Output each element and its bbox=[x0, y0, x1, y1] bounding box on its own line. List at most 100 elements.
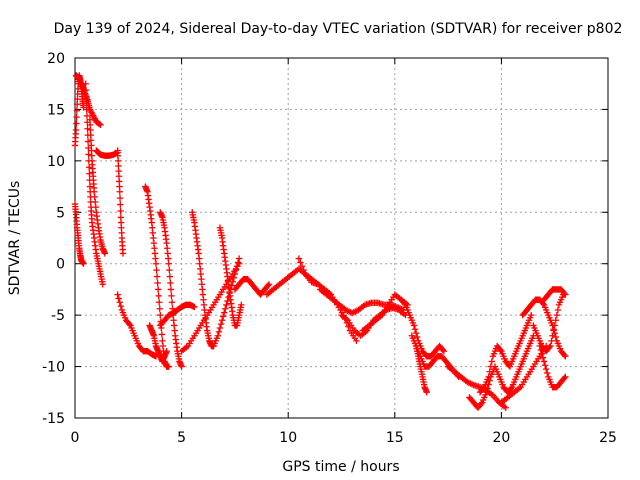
x-tick-label: 0 bbox=[71, 430, 80, 446]
series-s26 bbox=[444, 363, 509, 411]
series-s23 bbox=[397, 296, 448, 360]
x-tick-label: 10 bbox=[279, 430, 297, 446]
data-point bbox=[223, 301, 230, 309]
series-s19 bbox=[295, 255, 360, 345]
data-point bbox=[101, 250, 109, 257]
y-axis-label: SDTVAR / TECUs bbox=[7, 181, 23, 296]
axis-ticks: 0 5 10 15 20 25 -15 -10 -5 0 5 10 15 20 bbox=[42, 51, 617, 446]
data-point bbox=[265, 281, 273, 288]
y-tick-label: 20 bbox=[47, 51, 65, 67]
data-point bbox=[502, 404, 509, 411]
data-point bbox=[423, 389, 430, 396]
data-point bbox=[412, 329, 420, 337]
series-s2 bbox=[72, 72, 104, 129]
data-point bbox=[562, 291, 569, 298]
series-s9 bbox=[142, 183, 173, 370]
data-point bbox=[158, 331, 166, 338]
y-tick-label: -15 bbox=[42, 411, 65, 427]
data-point bbox=[480, 385, 487, 392]
y-tick-label: 15 bbox=[47, 102, 65, 118]
data-point bbox=[554, 306, 562, 314]
data-point bbox=[126, 320, 133, 328]
data-point bbox=[166, 273, 174, 280]
data-point bbox=[230, 274, 238, 282]
data-point bbox=[73, 120, 80, 127]
data-point bbox=[168, 299, 176, 306]
series-s25 bbox=[412, 342, 430, 396]
data-point bbox=[552, 333, 559, 341]
data-point bbox=[166, 266, 173, 274]
data-point bbox=[552, 317, 559, 324]
data-point bbox=[153, 273, 161, 280]
series-s22 bbox=[359, 291, 411, 334]
data-point bbox=[550, 327, 557, 334]
data-point bbox=[163, 347, 170, 355]
data-point bbox=[411, 326, 419, 333]
data-point bbox=[440, 347, 448, 355]
series-s11 bbox=[146, 322, 170, 365]
data-point bbox=[117, 207, 124, 215]
data-point bbox=[167, 279, 174, 287]
chart-title: Day 139 of 2024, Sidereal Day-to-day VTE… bbox=[54, 21, 623, 37]
series-s4 bbox=[82, 80, 106, 288]
data-point bbox=[488, 358, 496, 365]
series-s8 bbox=[114, 291, 160, 360]
data-point bbox=[224, 297, 231, 305]
data-point bbox=[561, 351, 568, 359]
data-point bbox=[168, 292, 175, 300]
data-point bbox=[115, 295, 122, 302]
data-point bbox=[86, 170, 93, 177]
data-point bbox=[114, 291, 121, 298]
data-point bbox=[116, 299, 123, 306]
x-tick-label: 5 bbox=[177, 430, 186, 446]
data-point bbox=[410, 322, 418, 329]
data-point bbox=[548, 337, 555, 345]
data-point bbox=[541, 362, 549, 369]
series-s33 bbox=[536, 342, 569, 391]
data-point bbox=[156, 305, 163, 312]
data-point bbox=[562, 373, 569, 381]
data-point bbox=[80, 260, 87, 267]
data-point bbox=[82, 80, 89, 87]
data-point bbox=[83, 106, 90, 113]
data-point bbox=[413, 333, 421, 341]
data-point bbox=[218, 317, 226, 324]
data-point bbox=[547, 342, 554, 350]
y-tick-label: -10 bbox=[42, 360, 65, 376]
data-point bbox=[152, 260, 160, 267]
series-s5 bbox=[86, 116, 109, 257]
data-point bbox=[553, 311, 561, 319]
data-point bbox=[156, 299, 163, 306]
data-point bbox=[117, 302, 125, 310]
data-point bbox=[546, 344, 553, 351]
data-point bbox=[238, 301, 245, 309]
data-point bbox=[295, 255, 303, 262]
data-point bbox=[562, 353, 569, 360]
data-point bbox=[84, 138, 92, 145]
series-s12 bbox=[157, 301, 198, 329]
data-point bbox=[83, 112, 91, 120]
data-point bbox=[99, 281, 106, 288]
data-point bbox=[119, 250, 127, 257]
series-s20 bbox=[316, 286, 407, 317]
data-point bbox=[153, 266, 160, 274]
data-point bbox=[353, 337, 360, 345]
data-point bbox=[157, 311, 164, 319]
data-point bbox=[544, 369, 551, 377]
data-point bbox=[297, 259, 304, 266]
series-s32 bbox=[540, 286, 569, 303]
data-point bbox=[536, 342, 543, 350]
data-point bbox=[537, 346, 545, 354]
series-s13 bbox=[189, 209, 217, 350]
data-point bbox=[300, 266, 307, 274]
data-point bbox=[167, 286, 175, 293]
x-tick-label: 20 bbox=[492, 430, 510, 446]
data-point bbox=[72, 126, 80, 134]
data-point bbox=[96, 120, 103, 128]
data-point bbox=[538, 350, 546, 357]
data-point bbox=[155, 292, 162, 300]
data-point bbox=[234, 259, 242, 266]
data-point bbox=[235, 255, 243, 262]
data-point bbox=[483, 389, 490, 396]
data-point bbox=[165, 260, 173, 267]
